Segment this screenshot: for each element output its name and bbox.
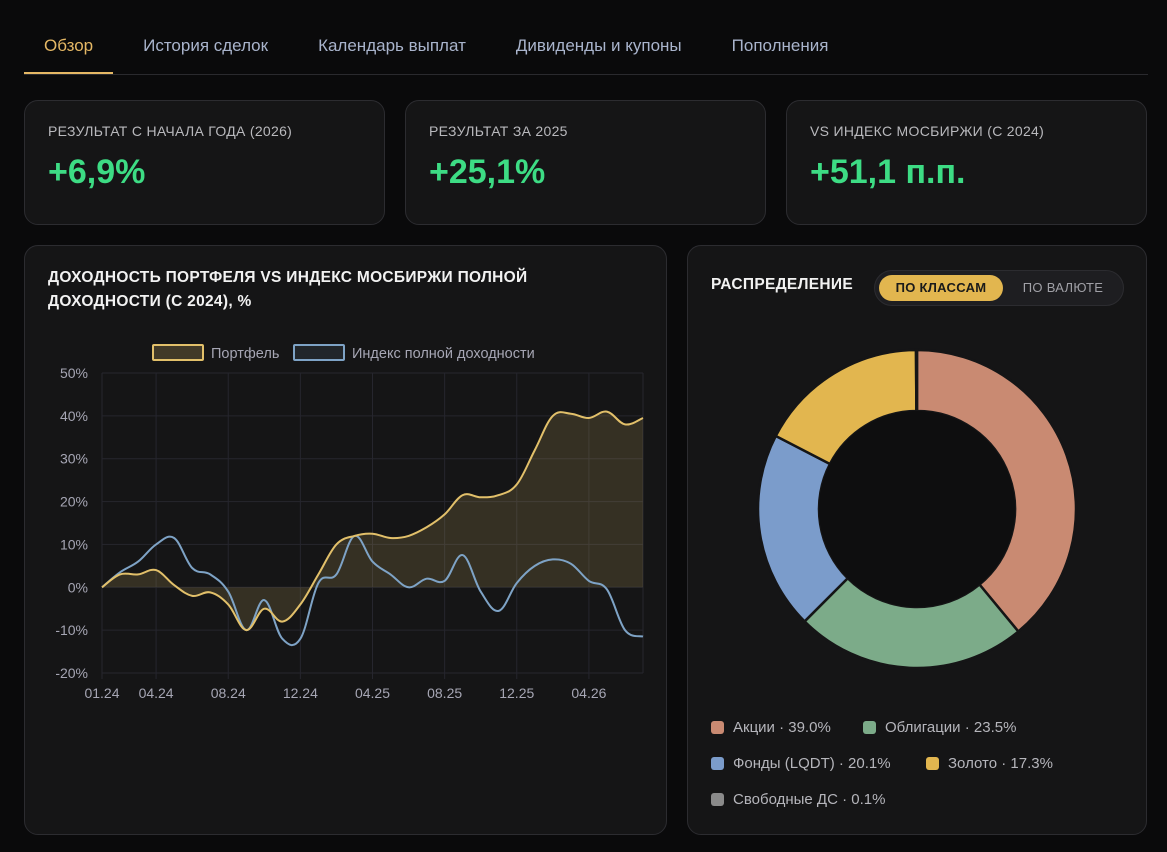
kpi-value: +25,1% <box>429 153 546 191</box>
x-tick-label: 12.25 <box>499 685 534 701</box>
allocation-donut-chart <box>756 348 1078 670</box>
series-area-0 <box>102 411 643 631</box>
chart-grid <box>101 372 644 679</box>
toggle-by-currency-button[interactable]: ПО ВАЛЮТЕ <box>1022 280 1104 295</box>
chart-series <box>101 410 644 647</box>
legend-label: Облигации · 23.5% <box>885 719 1017 736</box>
kpi-value: +51,1 п.п. <box>810 153 966 191</box>
legend-label-1: Индекс полной доходности <box>352 346 535 362</box>
legend-label: Фонды (LQDT) · 20.1% <box>733 755 891 772</box>
y-tick-label: 30% <box>60 451 88 467</box>
x-tick-label: 04.25 <box>355 685 390 701</box>
legend-swatch-0 <box>152 344 204 361</box>
x-tick-label: 04.24 <box>139 685 174 701</box>
legend-label: Свободные ДС · 0.1% <box>733 791 886 808</box>
legend-label: Акции · 39.0% <box>733 719 831 736</box>
distribution-toggle: ПО КЛАССАМ ПО ВАЛЮТЕ <box>874 270 1124 306</box>
kpi-card-vs-index: VS ИНДЕКС МОСБИРЖИ (С 2024) +51,1 п.п. <box>786 100 1147 225</box>
donut-slice-4 <box>914 348 919 413</box>
y-tick-label: 50% <box>60 365 88 381</box>
y-tick-label: 40% <box>60 408 88 424</box>
chart-axes: 50% 40% 30% 20% 10% 0% -10% -20% 01.24 04.24 08.24… <box>55 365 606 701</box>
distribution-card: РАСПРЕДЕЛЕНИЕ ПО КЛАССАМ ПО ВАЛЮТЕ Акции… <box>687 245 1147 835</box>
kpi-card-ytd: РЕЗУЛЬТАТ С НАЧАЛА ГОДА (2026) +6,9% <box>24 100 385 225</box>
legend-swatch <box>863 721 876 734</box>
toggle-by-class-button[interactable]: ПО КЛАССАМ <box>879 275 1003 301</box>
kpi-label: VS ИНДЕКС МОСБИРЖИ (С 2024) <box>810 123 1045 139</box>
legend-item[interactable]: Фонды (LQDT) · 20.1% <box>711 755 891 772</box>
tab-trade-history[interactable]: История сделок <box>143 36 269 55</box>
legend-item[interactable]: Облигации · 23.5% <box>863 719 1016 736</box>
x-tick-label: 12.24 <box>283 685 318 701</box>
legend-label: Золото · 17.3% <box>948 755 1053 772</box>
legend-swatch-1 <box>293 344 345 361</box>
x-tick-label: 08.24 <box>211 685 246 701</box>
y-tick-label: -10% <box>55 622 88 638</box>
series-line-1 <box>101 534 644 647</box>
kpi-value: +6,9% <box>48 153 146 191</box>
kpi-card-2025: РЕЗУЛЬТАТ ЗА 2025 +25,1% <box>405 100 766 225</box>
legend-item[interactable]: Акции · 39.0% <box>711 719 831 736</box>
tab-dividends-coupons[interactable]: Дивиденды и купоны <box>515 36 682 55</box>
legend-swatch <box>711 757 724 770</box>
y-tick-label: 10% <box>60 536 88 552</box>
tab-deposits[interactable]: Пополнения <box>731 36 829 55</box>
kpi-label: РЕЗУЛЬТАТ С НАЧАЛА ГОДА (2026) <box>48 123 293 139</box>
legend-swatch <box>711 793 724 806</box>
legend-swatch <box>711 721 724 734</box>
returns-chart-card: ДОХОДНОСТЬ ПОРТФЕЛЯ VS ИНДЕКС МОСБИРЖИ П… <box>24 245 667 835</box>
legend-swatch <box>926 757 939 770</box>
tab-payment-calendar[interactable]: Календарь выплат <box>318 36 466 55</box>
x-tick-label: 01.24 <box>84 685 119 701</box>
y-tick-label: 0% <box>68 579 88 595</box>
y-tick-label: -20% <box>55 665 88 681</box>
y-tick-label: 20% <box>60 494 88 510</box>
chart-legend: Портфель Индекс полной доходности <box>152 344 535 362</box>
kpi-label: РЕЗУЛЬТАТ ЗА 2025 <box>429 123 568 139</box>
legend-item[interactable]: Золото · 17.3% <box>926 755 1053 772</box>
x-tick-label: 08.25 <box>427 685 462 701</box>
tab-overview[interactable]: Обзор <box>24 22 114 74</box>
donut-hole <box>819 411 1015 607</box>
distribution-title: РАСПРЕДЕЛЕНИЕ <box>711 276 853 293</box>
returns-line-chart: Портфель Индекс полной доходности 50% 40% 3… <box>55 344 644 701</box>
series-line-0 <box>101 410 644 632</box>
legend-item[interactable]: Свободные ДС · 0.1% <box>711 791 885 808</box>
chart-title: ДОХОДНОСТЬ ПОРТФЕЛЯ VS ИНДЕКС МОСБИРЖИ П… <box>48 269 528 310</box>
x-tick-label: 04.26 <box>571 685 606 701</box>
tab-bar: Обзор История сделок Календарь выплат Ди… <box>24 22 1148 75</box>
legend-label-0: Портфель <box>211 346 279 362</box>
